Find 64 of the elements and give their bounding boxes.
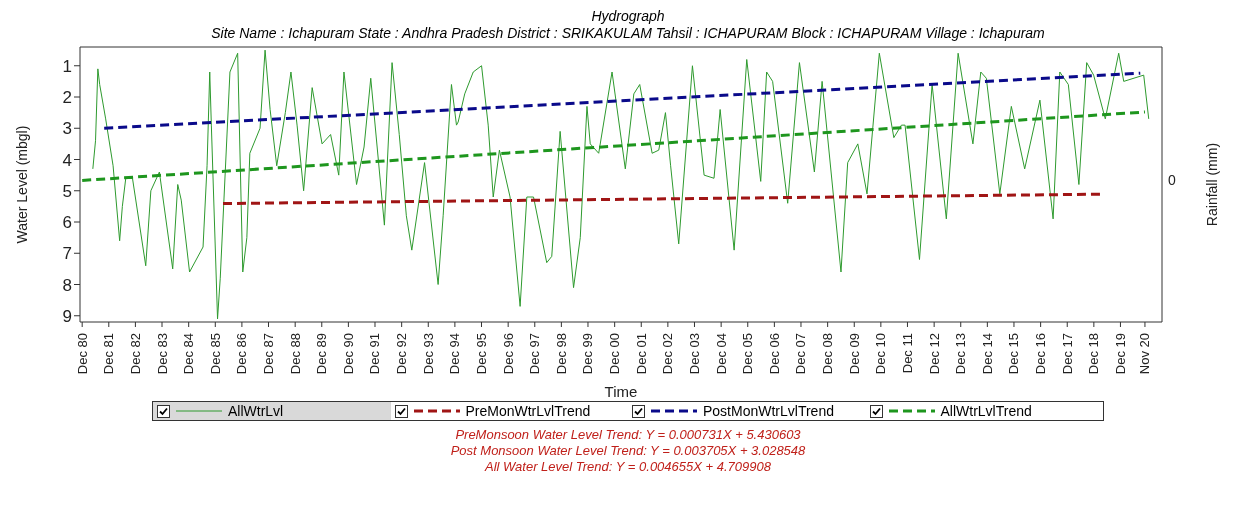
x-tick-label: Dec 83 xyxy=(154,333,170,375)
line-series xyxy=(92,49,1150,320)
x-tick-label: Dec 96 xyxy=(500,333,516,375)
x-tick-label: Dec 13 xyxy=(953,333,969,375)
x-tick-label: Dec 00 xyxy=(607,333,623,375)
x-tick-label: Dec 94 xyxy=(447,333,463,375)
x-tick-label: Dec 19 xyxy=(1112,333,1128,375)
x-tick-label: Dec 92 xyxy=(394,333,410,375)
text: Post Monsoon Water Level Trend: Y = 0.003705X + 3.028548 xyxy=(449,443,807,459)
x-tick-label: Dec 07 xyxy=(793,333,809,375)
x-tick-label: Dec 15 xyxy=(1006,333,1022,375)
x-tick-label: Dec 09 xyxy=(846,333,862,375)
chart-title: Hydrograph xyxy=(590,8,666,25)
x-tick-label: Dec 89 xyxy=(314,333,330,375)
x-tick-label: Dec 04 xyxy=(713,333,729,375)
x-tick-label: Dec 17 xyxy=(1059,333,1075,375)
x-tick-label: Dec 11 xyxy=(899,333,915,374)
text: All Water Level Trend: Y = 0.004655X + 4.709908 xyxy=(483,459,772,475)
y2-axis-title: Rainfall (mm) xyxy=(1203,142,1220,227)
x-tick-label: Dec 98 xyxy=(553,333,569,375)
y-tick-label: 1 xyxy=(62,56,72,76)
x-tick-label: Dec 81 xyxy=(101,333,117,375)
x-tick-label: Dec 06 xyxy=(766,333,782,375)
chart-subtitle: Site Name : Ichapuram State : Andhra Pradesh District : SRIKAKULAM Tahsil : ICHAPURAM Block : ICHAPURAM Village : Ichapuram xyxy=(210,25,1046,42)
x-tick-label: Dec 82 xyxy=(127,333,143,375)
y-tick-label: 3 xyxy=(62,119,72,139)
x-tick-label: Dec 03 xyxy=(686,333,702,375)
y-tick-label: 4 xyxy=(62,150,72,170)
x-tick-label: Dec 16 xyxy=(1033,333,1049,375)
y-tick-label: 2 xyxy=(62,88,72,108)
x-tick-label: Dec 14 xyxy=(979,333,995,375)
text: 0 xyxy=(1168,172,1176,188)
y-tick-label: 7 xyxy=(62,244,72,264)
x-tick-label: Dec 85 xyxy=(207,333,223,375)
text: PreMonsoon Water Level Trend: Y = 0.000731X + 5.430603 xyxy=(454,427,802,443)
x-tick-label: Dec 02 xyxy=(660,333,676,375)
x-axis-title: Time xyxy=(604,383,638,400)
legend-label: AllWtrLvlTrend xyxy=(940,403,1032,419)
y-tick-label: 8 xyxy=(62,275,72,295)
x-tick-label: Dec 84 xyxy=(181,333,197,375)
y-axis-title: Water Level (mbgl) xyxy=(13,125,30,244)
x-tick-label: Dec 93 xyxy=(420,333,436,375)
x-tick-label: Nov 20 xyxy=(1137,333,1153,375)
x-tick-label: Dec 97 xyxy=(527,333,543,375)
x-tick-label: Dec 99 xyxy=(580,333,596,375)
x-tick-label: Dec 87 xyxy=(261,333,276,375)
x-tick-label: Dec 80 xyxy=(74,333,90,375)
x-tick-label: Dec 90 xyxy=(340,333,356,375)
legend-label: PostMonWtrLvlTrend xyxy=(703,403,834,419)
x-tick-label: Dec 01 xyxy=(633,333,649,375)
x-tick-label: Dec 12 xyxy=(926,333,942,375)
x-tick-label: Dec 91 xyxy=(367,333,383,375)
x-tick-label: Dec 10 xyxy=(873,333,889,375)
x-tick-label: Dec 05 xyxy=(740,333,756,375)
y-tick-label: 9 xyxy=(62,306,72,326)
y-tick-label: 6 xyxy=(62,213,72,233)
legend-label: PreMonWtrLvlTrend xyxy=(465,403,591,419)
x-tick-label: Dec 86 xyxy=(234,333,250,375)
legend-label: AllWtrLvl xyxy=(228,403,284,419)
x-tick-label: Dec 08 xyxy=(820,333,836,375)
y-tick-label: 5 xyxy=(62,181,72,201)
x-tick-label: Dec 88 xyxy=(287,333,303,375)
x-tick-label: Dec 95 xyxy=(473,333,489,375)
x-tick-label: Dec 18 xyxy=(1086,333,1102,375)
